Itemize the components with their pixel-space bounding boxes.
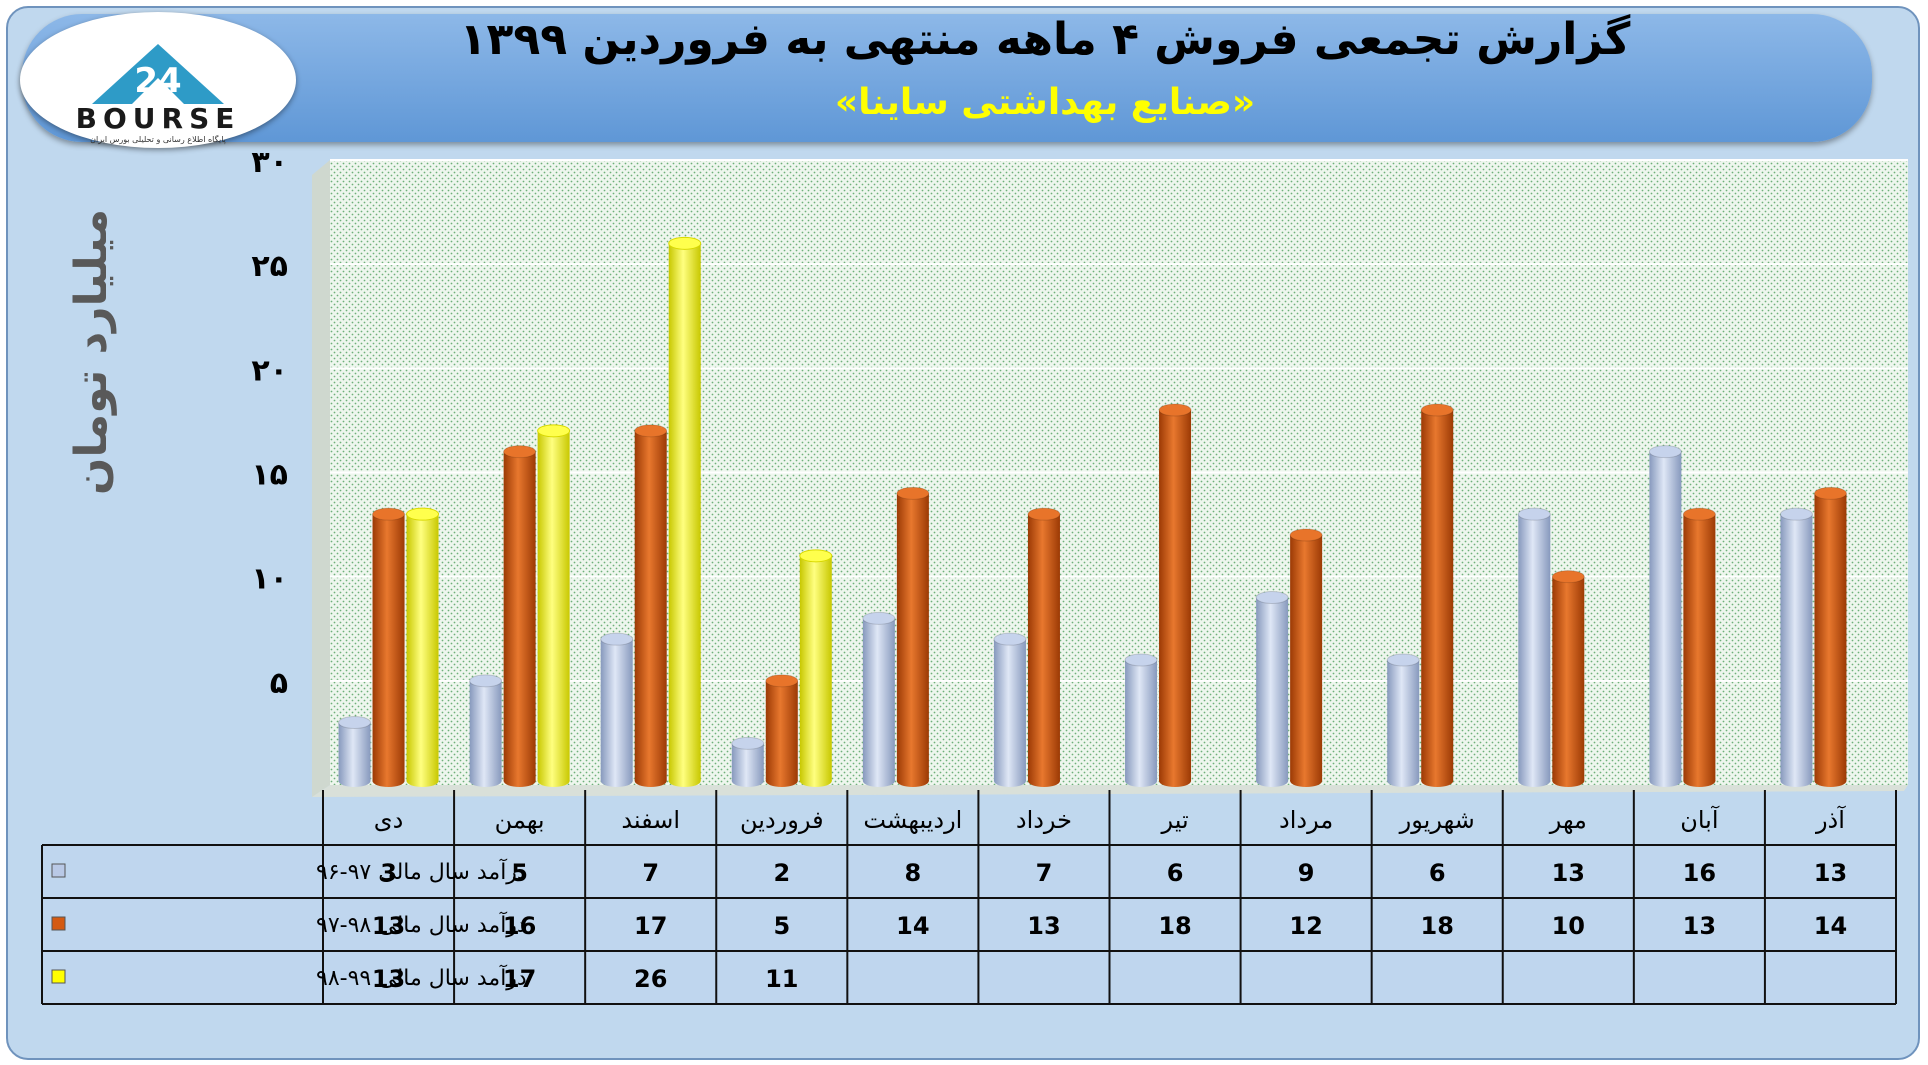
data-label: 26 xyxy=(634,965,667,993)
y-tick-label: ۱۵ xyxy=(251,458,288,493)
header-banner xyxy=(22,14,1872,142)
legend-swatch xyxy=(51,863,66,878)
y-tick-label: ۱۰ xyxy=(251,562,288,597)
bar-series2 xyxy=(1551,570,1585,787)
legend-label: درآمد سال مالی ۹۷-۹۶ xyxy=(316,858,527,885)
bar-series1 xyxy=(862,611,896,787)
bar-series1 xyxy=(1386,653,1420,787)
bar-series2 xyxy=(896,486,930,787)
data-label: 6 xyxy=(1429,859,1446,887)
bar-series1 xyxy=(600,632,634,787)
bar-series1 xyxy=(338,716,372,787)
bar-series1 xyxy=(731,736,765,787)
legend-swatch xyxy=(51,916,66,931)
data-label: 17 xyxy=(503,965,536,993)
data-label: 13 xyxy=(1552,859,1585,887)
x-tick-label: شهریور xyxy=(1399,806,1475,834)
bar-series2 xyxy=(1289,528,1323,787)
bar-series3 xyxy=(537,424,571,787)
bar-series2 xyxy=(372,507,406,787)
data-label: 11 xyxy=(765,965,798,993)
data-table xyxy=(42,845,1896,1004)
x-tick-label: بهمن xyxy=(495,806,545,834)
data-label: 3 xyxy=(380,859,397,887)
x-tick-label: خرداد xyxy=(1016,806,1072,834)
legend-swatch xyxy=(51,969,66,984)
legend-label: درآمد سال مالی ۹۹-۹۸ xyxy=(316,964,527,991)
x-tick-label: تیر xyxy=(1160,806,1188,834)
data-label: 12 xyxy=(1289,912,1322,940)
x-tick-label: دی xyxy=(374,806,403,834)
bar-series2 xyxy=(634,424,668,787)
data-label: 18 xyxy=(1421,912,1454,940)
bar-series1 xyxy=(1648,445,1682,787)
data-label: 14 xyxy=(1814,912,1847,940)
y-tick-label: ۲۰ xyxy=(251,353,288,388)
bourse24-logo-mark: 24 BOURSE پایگاه اطلاع رسانی و تحلیلی بو… xyxy=(76,44,241,144)
data-label: 13 xyxy=(1814,859,1847,887)
bar-series3 xyxy=(668,236,702,787)
data-label: 16 xyxy=(503,912,536,940)
x-tick-label: آبان xyxy=(1680,805,1720,834)
data-label: 6 xyxy=(1167,859,1184,887)
data-label: 13 xyxy=(1027,912,1060,940)
bar-series1 xyxy=(469,674,503,787)
data-label: 17 xyxy=(634,912,667,940)
bar-series2 xyxy=(503,445,537,787)
data-label: 5 xyxy=(511,859,528,887)
bar-series2 xyxy=(765,674,799,787)
data-label: 7 xyxy=(1036,859,1053,887)
data-label: 13 xyxy=(372,965,405,993)
bourse24-logo: 24 BOURSE پایگاه اطلاع رسانی و تحلیلی بو… xyxy=(20,12,296,148)
x-tick-label: مرداد xyxy=(1279,806,1333,834)
y-tick-label: ۵ xyxy=(270,666,288,701)
legend-label: درآمد سال مالی ۹۸-۹۷ xyxy=(316,911,527,938)
data-label: 14 xyxy=(896,912,929,940)
x-tick-label: اسفند xyxy=(621,806,680,834)
data-label: 8 xyxy=(905,859,922,887)
bar-series3 xyxy=(799,549,833,787)
data-label: 9 xyxy=(1298,859,1315,887)
bar-series2 xyxy=(1813,486,1847,787)
data-label: 2 xyxy=(773,859,790,887)
logo-tagline: پایگاه اطلاع رسانی و تحلیلی بورس ایران xyxy=(90,134,226,144)
y-tick-label: ۳۰ xyxy=(251,145,288,180)
report-subtitle: «صنایع بهداشتی ساینا» xyxy=(834,82,1256,123)
bar-series1 xyxy=(1779,507,1813,787)
logo-brand: BOURSE xyxy=(76,102,241,135)
bar-series2 xyxy=(1027,507,1061,787)
plot-side-wall xyxy=(312,160,330,797)
bar-series1 xyxy=(1517,507,1551,787)
data-label: 16 xyxy=(1683,859,1716,887)
data-label: 5 xyxy=(773,912,790,940)
x-tick-label: فروردین xyxy=(740,806,824,834)
bar-series1 xyxy=(993,632,1027,787)
bar-series1 xyxy=(1124,653,1158,787)
bar-series2 xyxy=(1682,507,1716,787)
bar-series2 xyxy=(1420,403,1454,787)
x-tick-label: مهر xyxy=(1549,806,1587,834)
data-label: 13 xyxy=(372,912,405,940)
data-label: 10 xyxy=(1552,912,1585,940)
report-title: گزارش تجمعی فروش ۴ ماهه منتهی به فروردین… xyxy=(459,14,1631,65)
bar-series1 xyxy=(1255,591,1289,787)
x-tick-label: اردیبهشت xyxy=(863,806,962,834)
logo-number: 24 xyxy=(134,61,181,101)
y-tick-label: ۲۵ xyxy=(251,249,288,284)
data-label: 18 xyxy=(1158,912,1191,940)
bar-series3 xyxy=(406,507,440,787)
bar-series2 xyxy=(1158,403,1192,787)
x-tick-label: آذر xyxy=(1815,805,1846,834)
data-label: 7 xyxy=(642,859,659,887)
data-label: 13 xyxy=(1683,912,1716,940)
